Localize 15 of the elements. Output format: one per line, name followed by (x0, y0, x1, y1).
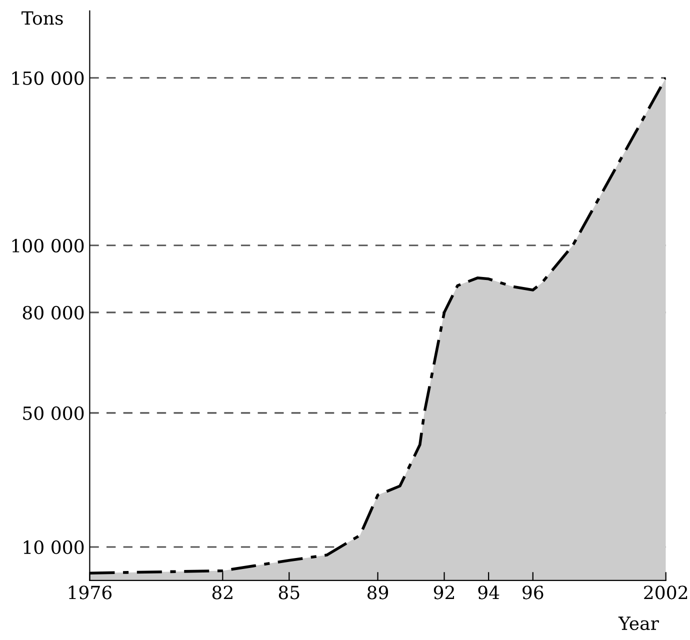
x-tick-label: 85 (278, 586, 300, 600)
x-tick-label: 96 (522, 586, 544, 600)
x-tick-label: 94 (478, 586, 500, 600)
x-axis-title: Year (618, 616, 659, 630)
y-tick-label: 150 000 (12, 71, 84, 86)
y-axis-title: Tons (22, 11, 63, 25)
y-tick-label: 10 000 (24, 540, 84, 554)
x-tick-label: 89 (367, 586, 388, 600)
y-tick-label: 50 000 (23, 406, 84, 420)
x-tick-label: 1976 (68, 586, 112, 600)
y-tick-label: 100 000 (12, 238, 84, 253)
y-tick-label: 80 000 (22, 306, 84, 320)
x-tick-label: 2002 (644, 586, 688, 600)
x-tick-label: 92 (434, 586, 454, 600)
x-tick-label: 82 (212, 586, 232, 600)
